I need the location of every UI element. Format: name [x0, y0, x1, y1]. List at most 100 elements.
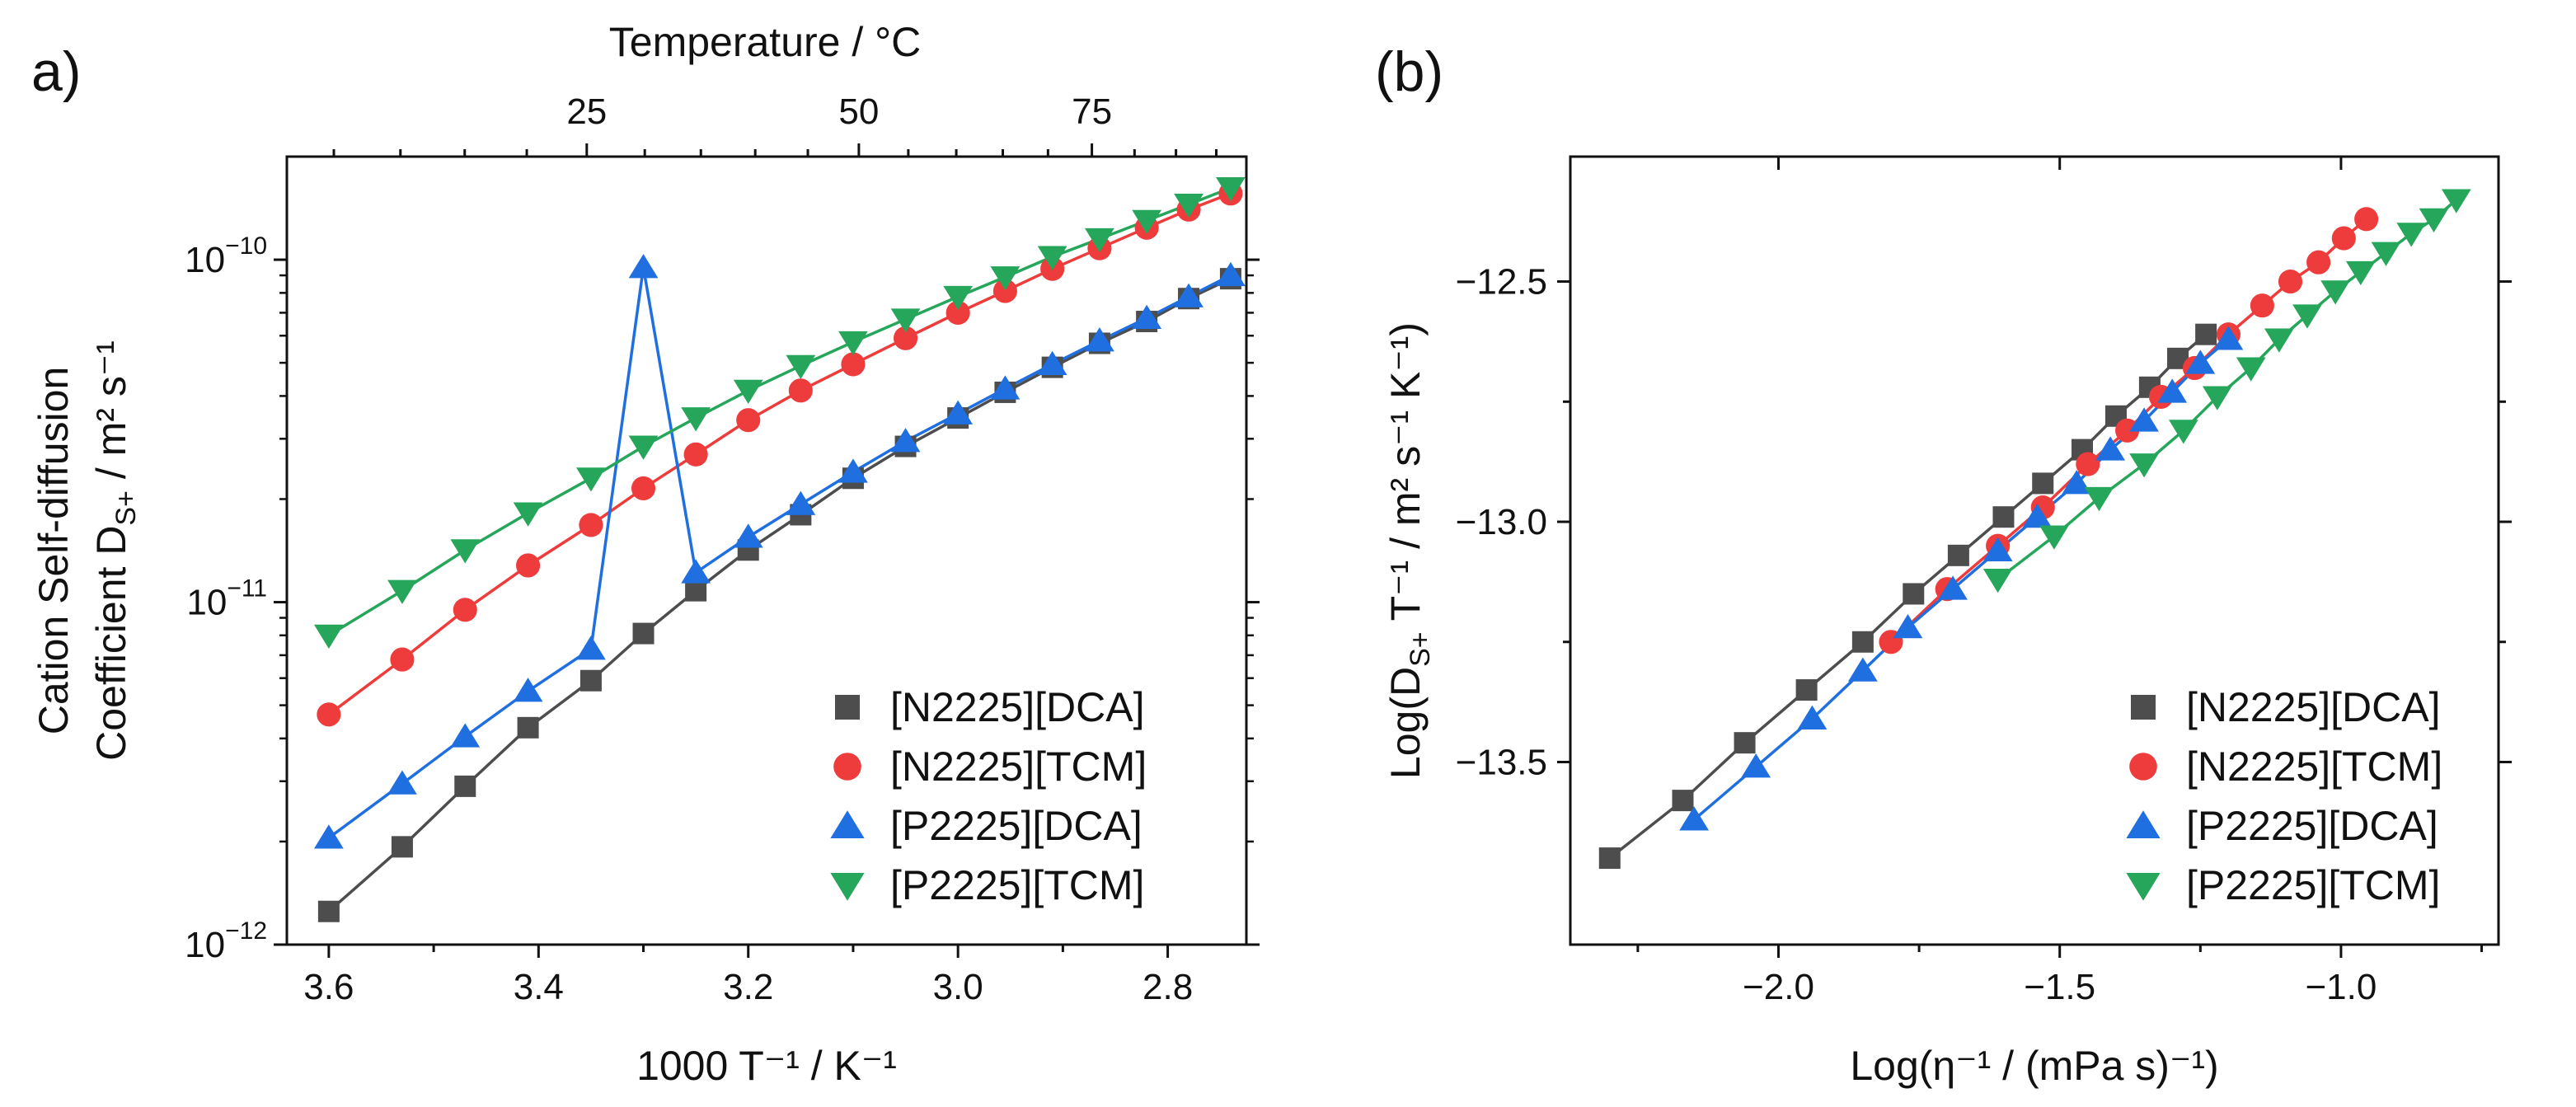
b-y-axis-title: Log(DS+ T⁻¹ / m² s⁻¹ K⁻¹) — [1382, 322, 1436, 779]
x-tick-label: −1.0 — [2305, 967, 2377, 1007]
series-line-n2225-tcm — [327, 192, 1232, 716]
b-y-axis-title-sub: S+ — [1405, 631, 1436, 667]
data-point-p2225-tcm — [2371, 242, 2401, 266]
data-point-p2225-tcm — [1132, 209, 1162, 234]
data-point-n2225-dca — [317, 900, 340, 922]
a-legend: [N2225][DCA] [N2225][TCM] [P2225][DCA] [P22… — [830, 684, 1147, 908]
data-point-p2225-dca — [1741, 753, 1771, 778]
y-tick-exponent: −12 — [225, 917, 267, 945]
b-legend: [N2225][DCA] [N2225][TCM] [P2225][DCA] [P22… — [2126, 684, 2442, 908]
data-point-p2225-dca — [513, 678, 543, 702]
legend-marker-p2225-dca — [2126, 810, 2161, 838]
b-y-axis-title-text: Log(DS+ T⁻¹ / m² s⁻¹ K⁻¹) — [1382, 322, 1436, 779]
data-point-p2225-dca — [1216, 261, 1246, 287]
data-point-p2225-dca — [1938, 575, 1968, 600]
data-point-p2225-tcm — [2129, 453, 2159, 478]
data-point-p2225-dca — [1085, 327, 1114, 352]
data-point-p2225-tcm — [990, 266, 1021, 291]
data-point-n2225-dca — [454, 775, 476, 797]
top-tick-label: 75 — [1072, 91, 1112, 132]
b-y-axis-title-prefix: Log(D — [1382, 667, 1429, 779]
data-point-n2225-dca — [1903, 583, 1925, 605]
data-point-p2225-tcm — [314, 624, 344, 650]
b-x-tick-labels: −2.0 −1.5 −1.0 — [1743, 967, 2377, 1007]
a-top-tick-labels: 25 50 75 — [566, 91, 1112, 132]
data-point-p2225-dca — [786, 490, 816, 515]
data-point-n2225-dca — [1598, 847, 1621, 870]
legend-label-p2225-tcm: [P2225][TCM] — [890, 862, 1144, 908]
data-point-p2225-tcm — [628, 435, 659, 460]
data-point-n2225-tcm — [2354, 207, 2379, 232]
data-point-p2225-dca — [1037, 350, 1067, 375]
data-point-n2225-dca — [1851, 631, 1874, 653]
y-tick-base: 10 — [185, 240, 225, 280]
a-series-markers — [314, 177, 1246, 922]
data-point-n2225-tcm — [516, 553, 541, 578]
data-point-n2225-dca — [579, 669, 602, 692]
data-point-n2225-dca — [2032, 472, 2054, 495]
data-point-n2225-tcm — [893, 326, 918, 350]
data-point-n2225-tcm — [992, 279, 1017, 303]
y-tick-label: 10−11 — [186, 575, 267, 623]
data-point-p2225-dca — [1982, 537, 2013, 561]
x-tick-label: 2.8 — [1143, 967, 1193, 1007]
data-point-p2225-dca — [387, 770, 417, 795]
data-point-n2225-dca — [391, 836, 413, 858]
data-point-n2225-tcm — [788, 378, 813, 403]
x-tick-label: −1.5 — [2024, 967, 2095, 1007]
legend-label-p2225-dca: [P2225][DCA] — [2186, 803, 2438, 849]
data-point-p2225-tcm — [838, 331, 868, 356]
panel-a: a) Temperature / °C 3.6 3.4 3.2 3.0 2.8 10−1… — [30, 19, 1260, 1089]
data-point-n2225-tcm — [579, 513, 603, 537]
data-point-p2225-tcm — [450, 539, 481, 564]
data-point-p2225-tcm — [733, 379, 763, 405]
a-plot-frame — [285, 155, 1248, 946]
data-point-n2225-tcm — [2278, 270, 2303, 294]
data-point-n2225-tcm — [2331, 226, 2356, 251]
legend-label-n2225-dca: [N2225][DCA] — [890, 684, 1144, 730]
data-point-n2225-tcm — [2115, 418, 2140, 443]
top-tick-label: 50 — [838, 91, 879, 132]
y-tick-exponent: −10 — [225, 232, 267, 260]
data-point-n2225-dca — [1672, 790, 1694, 812]
data-point-p2225-dca — [450, 723, 481, 748]
y-tick-label: 10−10 — [185, 232, 267, 280]
data-point-p2225-tcm — [576, 467, 606, 492]
data-point-p2225-tcm — [1216, 177, 1246, 202]
legend-marker-n2225-dca — [835, 695, 860, 720]
data-point-p2225-tcm — [681, 407, 711, 432]
legend-marker-n2225-tcm — [833, 753, 861, 781]
data-point-p2225-tcm — [1085, 227, 1114, 253]
x-tick-label: 3.4 — [514, 967, 564, 1007]
b-series-markers — [1598, 189, 2471, 870]
data-point-p2225-dca — [2129, 407, 2159, 432]
data-point-n2225-dca — [1947, 544, 1969, 566]
data-point-p2225-dca — [990, 375, 1021, 400]
legend-marker-p2225-tcm — [2126, 873, 2161, 901]
data-point-p2225-tcm — [1037, 246, 1067, 270]
data-point-p2225-tcm — [2419, 208, 2449, 233]
top-axis-title: Temperature / °C — [609, 19, 921, 65]
data-point-n2225-tcm — [453, 598, 477, 622]
data-point-p2225-dca — [1847, 657, 1878, 682]
top-tick-label: 25 — [566, 91, 607, 132]
data-point-p2225-tcm — [2236, 357, 2266, 382]
data-point-p2225-tcm — [2345, 260, 2376, 286]
data-point-p2225-tcm — [786, 354, 816, 380]
x-tick-label: 3.6 — [303, 967, 354, 1007]
data-point-p2225-dca — [628, 254, 659, 279]
data-point-p2225-dca — [943, 400, 974, 425]
data-point-p2225-tcm — [2441, 189, 2471, 213]
data-point-n2225-dca — [685, 579, 707, 602]
data-point-p2225-dca — [2022, 503, 2053, 528]
b-plot-frame — [1569, 155, 2500, 946]
legend-marker-p2225-dca — [830, 810, 865, 838]
legend-label-n2225-dca: [N2225][DCA] — [2186, 684, 2440, 730]
data-point-n2225-dca — [1734, 732, 1756, 754]
data-point-n2225-tcm — [390, 647, 415, 672]
b-y-axis-title-rest: T⁻¹ / m² s⁻¹ K⁻¹) — [1382, 322, 1429, 631]
panel-b-label: (b) — [1375, 40, 1443, 103]
data-point-n2225-tcm — [2250, 293, 2274, 318]
data-point-n2225-tcm — [2076, 452, 2100, 476]
y-tick-base: 10 — [186, 583, 227, 623]
